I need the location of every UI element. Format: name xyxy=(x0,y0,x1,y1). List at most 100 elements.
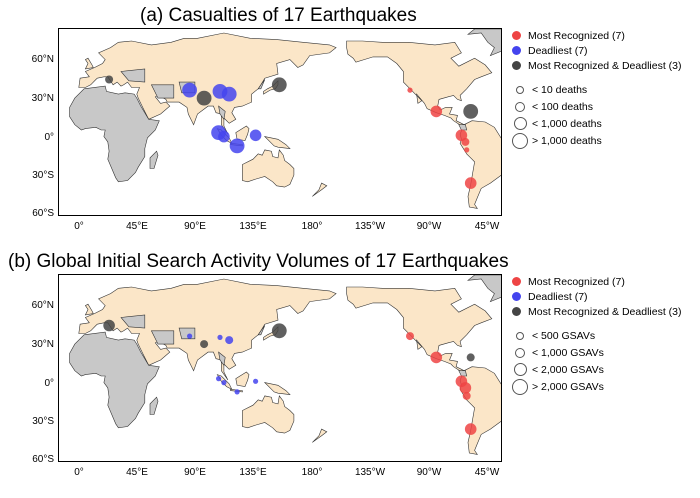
earthquake-marker-deadliest xyxy=(218,130,230,143)
lat-label: 0° xyxy=(44,132,54,143)
lon-label: 0° xyxy=(74,467,84,478)
namerica-landmass xyxy=(346,40,493,127)
legend-label: Most Recognized & Deadliest (3) xyxy=(528,305,682,318)
size-circle xyxy=(513,117,527,130)
legend-label: Most Recognized (7) xyxy=(528,29,625,42)
lon-label: 135°W xyxy=(354,467,386,478)
lon-label: 90°W xyxy=(416,221,442,232)
nz-landmass xyxy=(312,428,328,443)
earthquake-marker-most-recognized xyxy=(430,105,443,118)
lon-label: 45°E xyxy=(126,221,148,232)
map-frame xyxy=(58,28,502,216)
size-label: < 100 deaths xyxy=(532,100,594,113)
lon-label: 0° xyxy=(74,221,84,232)
no-data-region xyxy=(257,79,266,90)
no-data-region xyxy=(218,351,226,367)
most-recognized-swatch xyxy=(512,31,521,40)
earthquake-marker-most-recognized xyxy=(407,87,413,93)
no-data-region xyxy=(120,314,146,329)
lon-label: 45°E xyxy=(126,467,148,478)
size-entry: > 1,000 deaths xyxy=(510,132,700,149)
madagascar-landmass xyxy=(149,150,159,169)
panel-a-title: (a) Casualties of 17 Earthquakes xyxy=(140,5,417,26)
size-label: < 500 GSAVs xyxy=(532,329,596,342)
legend-entry: Most Recognized (7) xyxy=(510,28,700,43)
size-circle xyxy=(512,132,528,149)
earthquake-marker-most-recognized xyxy=(464,423,477,435)
no-data-region xyxy=(150,330,175,345)
size-label: < 10 deaths xyxy=(532,83,588,96)
earthquake-marker-deadliest xyxy=(221,86,237,102)
size-entry: < 100 deaths xyxy=(510,98,700,115)
borneo-landmass xyxy=(235,125,250,141)
earthquake-marker-deadliest xyxy=(225,336,234,345)
earthquake-marker-most-recognized xyxy=(462,391,471,400)
earthquake-marker-deadliest xyxy=(234,389,240,395)
earthquake-marker-both xyxy=(466,353,475,362)
size-entry: > 2,000 GSAVs xyxy=(510,378,700,395)
uk-landmass xyxy=(84,57,94,70)
earthquake-marker-both xyxy=(105,75,114,84)
earthquake-marker-most-recognized xyxy=(461,137,470,146)
size-label: < 2,000 GSAVs xyxy=(532,363,604,376)
nz-landmass xyxy=(312,182,328,197)
lat-label: 30°S xyxy=(32,416,54,427)
legend-entry: Most Recognized & Deadliest (3) xyxy=(510,304,700,319)
madagascar-landmass xyxy=(149,396,159,415)
size-circle xyxy=(512,378,528,395)
size-entry: < 10 deaths xyxy=(510,81,700,98)
map-frame xyxy=(58,274,502,462)
lat-label: 30°N xyxy=(31,93,54,104)
earthquake-marker-both xyxy=(196,90,212,106)
africa-landmass xyxy=(69,85,160,183)
lat-label: 30°N xyxy=(31,339,54,350)
lon-label: 180° xyxy=(301,221,323,232)
greenland-landmass xyxy=(467,29,501,57)
size-circle xyxy=(515,101,525,112)
legend-label: Most Recognized (7) xyxy=(528,275,625,288)
no-data-region xyxy=(458,124,468,131)
world-map xyxy=(69,275,501,455)
earthquake-marker-both xyxy=(271,77,287,93)
world-map xyxy=(69,29,501,209)
size-circle xyxy=(515,347,525,358)
lat-label: 30°S xyxy=(32,170,54,181)
size-label: < 1,000 deaths xyxy=(532,117,602,130)
australia-landmass xyxy=(242,149,295,188)
earthquake-marker-deadliest xyxy=(249,129,262,142)
size-label: > 1,000 deaths xyxy=(532,134,602,147)
size-circle xyxy=(516,85,524,94)
uk-landmass xyxy=(84,303,94,316)
size-circle xyxy=(513,363,527,376)
most-recognized-swatch xyxy=(512,277,521,286)
earthquake-marker-most-recognized xyxy=(464,147,470,153)
earthquake-marker-most-recognized xyxy=(406,332,414,341)
earthquake-marker-deadliest xyxy=(187,333,193,339)
lat-label: 60°S xyxy=(32,208,54,219)
greenland-landmass xyxy=(467,275,501,303)
no-data-region xyxy=(458,370,468,377)
earthquake-marker-deadliest xyxy=(229,138,245,154)
size-entry: < 1,000 deaths xyxy=(510,115,700,132)
earthquake-marker-both xyxy=(103,319,115,332)
earthquake-marker-most-recognized xyxy=(430,351,443,364)
size-circle xyxy=(516,331,524,340)
earthquake-marker-deadliest xyxy=(216,376,222,382)
no-data-region xyxy=(120,68,146,83)
newguinea-landmass xyxy=(263,382,291,395)
size-legend-a: < 10 deaths < 100 deaths < 1,000 deaths … xyxy=(510,81,700,149)
panel-b: (b) Global Initial Search Activity Volum… xyxy=(0,246,700,491)
earthquake-marker-most-recognized xyxy=(459,382,472,394)
earthquake-marker-both xyxy=(200,340,209,349)
earthquake-marker-deadliest xyxy=(221,380,227,386)
lon-label: 180° xyxy=(301,467,323,478)
legend-label: Deadliest (7) xyxy=(528,290,588,303)
size-legend-b: < 500 GSAVs < 1,000 GSAVs < 2,000 GSAVs … xyxy=(510,327,700,395)
lat-label: 60°N xyxy=(31,300,54,311)
earthquake-marker-deadliest xyxy=(182,82,197,98)
legend-a: Most Recognized (7) Deadliest (7) Most R… xyxy=(510,28,700,149)
size-label: > 2,000 GSAVs xyxy=(532,380,604,393)
deadliest-swatch xyxy=(512,46,521,55)
legend-entry: Most Recognized (7) xyxy=(510,274,700,289)
newguinea-landmass xyxy=(263,136,291,149)
